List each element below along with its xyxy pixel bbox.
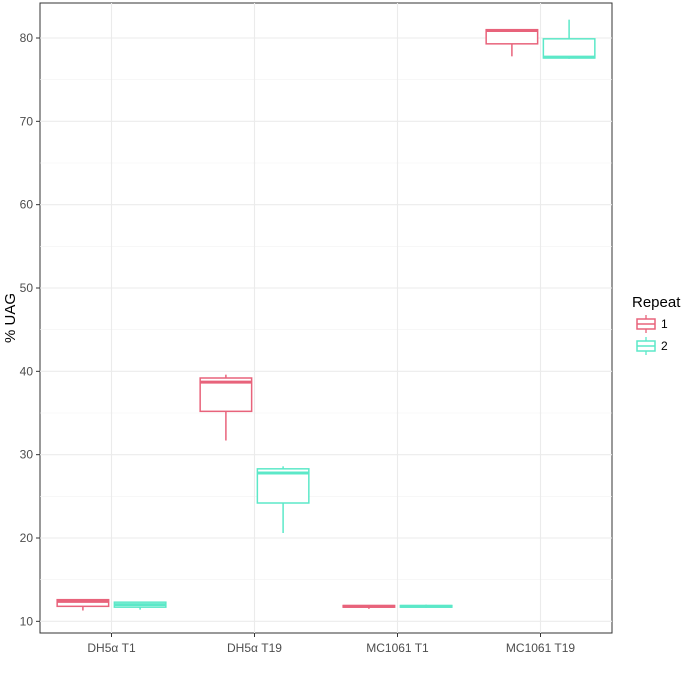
x-axis: DH5α T1 DH5α T19 MC1061 T1 MC1061 T19 xyxy=(87,633,575,655)
y-tick-label: 30 xyxy=(20,448,34,462)
y-tick-label: 60 xyxy=(20,198,34,212)
x-tick-label: DH5α T1 xyxy=(87,641,136,655)
y-tick-label: 10 xyxy=(20,614,34,628)
legend-label: 2 xyxy=(661,339,668,353)
legend-item-1: 1 xyxy=(637,315,668,333)
y-tick-label: 70 xyxy=(20,114,34,128)
y-tick-label: 20 xyxy=(20,531,34,545)
legend-title: Repeat xyxy=(632,294,681,311)
y-tick-label: 50 xyxy=(20,281,34,295)
x-tick-label: MC1061 T1 xyxy=(366,641,429,655)
box-2-2 xyxy=(400,605,451,608)
legend-label: 1 xyxy=(661,317,668,331)
legend: Repeat 1 2 xyxy=(632,294,681,355)
x-tick-label: MC1061 T19 xyxy=(506,641,575,655)
box-body xyxy=(543,39,594,58)
y-tick-label: 40 xyxy=(20,364,34,378)
x-tick-label: DH5α T19 xyxy=(227,641,282,655)
y-axis-title: % UAG xyxy=(2,293,19,343)
y-tick-label: 80 xyxy=(20,31,34,45)
y-axis: 10 20 30 40 50 60 70 80 xyxy=(20,31,40,628)
legend-item-2: 2 xyxy=(637,337,668,355)
